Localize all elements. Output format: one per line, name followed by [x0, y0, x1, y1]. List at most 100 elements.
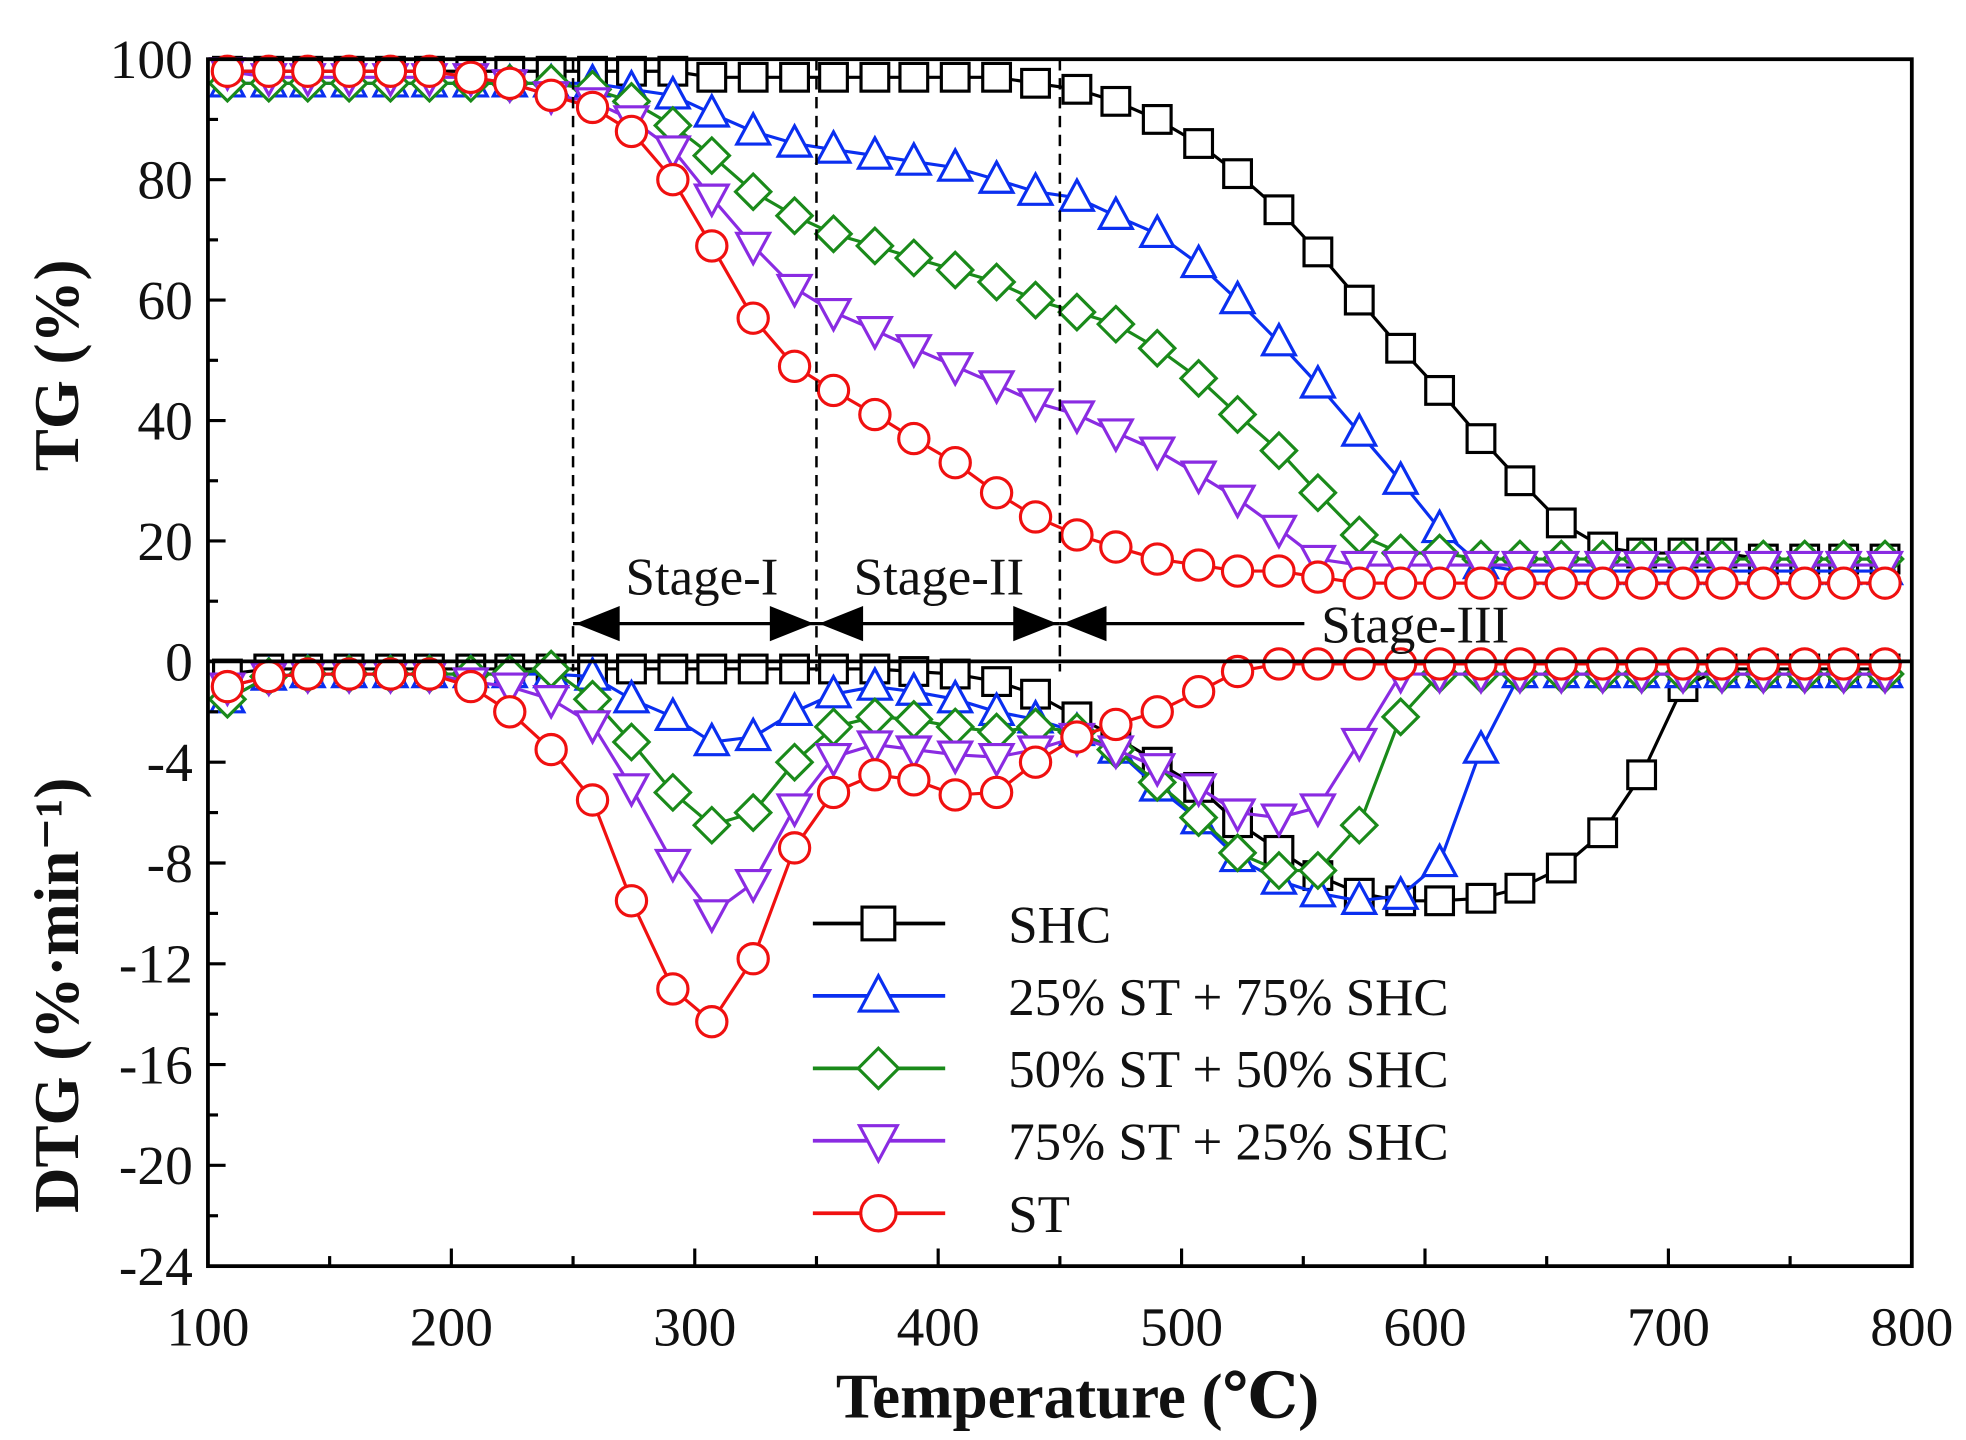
dtg-point — [1624, 647, 1659, 681]
tg-point — [1503, 566, 1537, 600]
dtg-point — [656, 972, 690, 1006]
legend-item: 50% ST + 50% SHC — [812, 1041, 1449, 1099]
tg-point — [976, 262, 1017, 302]
dtg-point — [1465, 882, 1497, 914]
dtg-point — [412, 657, 447, 691]
tg-point — [1383, 566, 1418, 600]
x-tick-label: 600 — [1383, 1297, 1466, 1358]
dtg-point — [1181, 674, 1216, 709]
tg-point — [894, 334, 933, 370]
dtg-point — [814, 742, 853, 779]
dtg-point — [210, 669, 245, 704]
dtg-point — [1298, 872, 1337, 908]
tg-point — [855, 134, 894, 170]
tg-point — [1544, 566, 1578, 600]
dtg-line — [227, 672, 1886, 916]
dtg-point — [612, 773, 651, 809]
tg-point — [696, 61, 728, 93]
tg-point — [1057, 292, 1097, 333]
dtg-point — [532, 685, 571, 721]
x-tick-label: 500 — [1140, 1297, 1223, 1358]
tg-point — [777, 349, 812, 384]
tg-point — [1217, 394, 1258, 435]
legend-marker — [856, 1045, 901, 1091]
tg-point — [1016, 170, 1055, 206]
dtg-point — [1422, 647, 1457, 681]
tg-point — [373, 54, 408, 88]
dtg-point — [534, 732, 568, 767]
legend-item: ST — [812, 1186, 1070, 1244]
tg-point — [1138, 212, 1177, 249]
y-tick-label-dtg: -12 — [119, 934, 193, 995]
tg-point — [774, 195, 815, 236]
dtg-point — [1705, 647, 1739, 681]
tg-point — [1705, 566, 1739, 600]
tg-point — [936, 146, 975, 182]
dtg-point — [936, 740, 975, 776]
dtg-point — [1585, 647, 1620, 681]
stage-label: Stage-I — [626, 549, 779, 607]
tg-point — [1179, 243, 1218, 279]
dtg-point — [893, 699, 934, 740]
tg-point — [1183, 128, 1215, 159]
y-tick-label-dtg: -4 — [147, 732, 193, 793]
y-tick-label-tg: 0 — [165, 631, 193, 692]
dtg-point — [1587, 817, 1619, 849]
tg-point — [291, 54, 325, 88]
dtg-point — [332, 657, 366, 691]
tg-point — [775, 273, 814, 309]
tg-point — [1340, 411, 1379, 447]
arrow-head — [818, 605, 864, 642]
tg-point — [1178, 358, 1219, 399]
tg-point — [938, 445, 972, 480]
tg-point — [855, 226, 895, 266]
dtg-point — [938, 778, 972, 812]
tg-point — [775, 122, 814, 158]
dtg-point — [614, 884, 649, 918]
dtg-point — [612, 678, 651, 714]
dtg-point — [1138, 753, 1177, 789]
tg-point — [894, 140, 933, 176]
dtg-point — [252, 659, 286, 694]
tg-point — [332, 54, 366, 88]
y-tick-label-tg: 80 — [137, 150, 192, 211]
tg-point — [1018, 500, 1053, 534]
tg-point — [1057, 176, 1096, 212]
legend-label: 25% ST + 75% SHC — [1008, 969, 1448, 1027]
tg-point — [691, 135, 732, 176]
tg-point — [855, 316, 894, 352]
tg-point — [1301, 560, 1335, 594]
tg-point — [1015, 280, 1056, 320]
tg-point — [1060, 518, 1094, 552]
dtg-point — [734, 716, 773, 752]
legend-marker — [856, 1124, 900, 1165]
tg-point — [1218, 279, 1257, 315]
tg-point — [1222, 158, 1254, 190]
y-tick-label-dtg: -8 — [147, 833, 193, 894]
y-tick-label-tg: 20 — [137, 511, 192, 572]
tg-point — [534, 78, 568, 113]
arrow-head — [1062, 605, 1107, 642]
tg-point — [979, 476, 1014, 510]
dtg-point — [1340, 879, 1379, 915]
x-tick-label: 700 — [1627, 1297, 1710, 1358]
tg-point — [736, 301, 770, 335]
tg-point — [816, 373, 851, 408]
dtg-point — [1339, 805, 1380, 846]
dtg-point — [1178, 797, 1219, 838]
tg-point — [1100, 85, 1132, 117]
dtg-point — [575, 783, 610, 817]
tg-point — [1342, 566, 1376, 600]
tg-point — [1141, 104, 1173, 135]
x-axis-title: Temperature (℃) — [836, 1361, 1319, 1431]
tg-point — [1302, 236, 1334, 268]
tg-point — [1218, 484, 1257, 520]
dtg-point — [1301, 647, 1335, 681]
dtg-point — [1868, 647, 1902, 681]
dtg-point — [736, 942, 770, 976]
dtg-point — [779, 653, 810, 685]
dtg-point — [1018, 745, 1053, 779]
dtg-point — [1746, 647, 1781, 681]
tg-line — [227, 81, 1886, 573]
tg-point — [1020, 67, 1051, 99]
